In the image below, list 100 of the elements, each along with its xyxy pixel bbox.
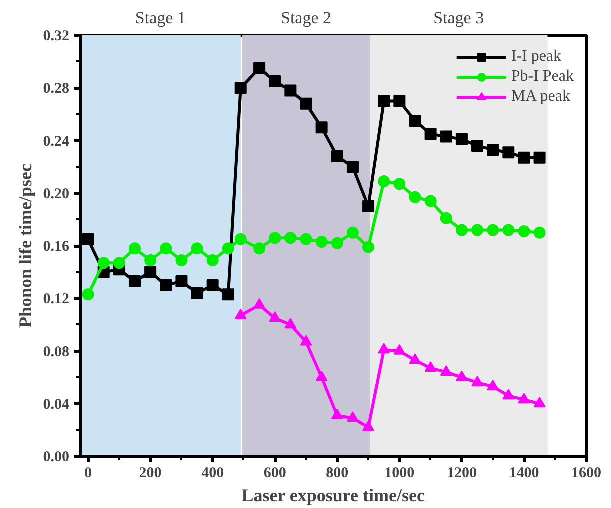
point bbox=[424, 195, 437, 208]
x-tick-label: 200 bbox=[139, 466, 162, 482]
legend-label: MA peak bbox=[511, 88, 570, 106]
x-tick-label: 1600 bbox=[572, 466, 602, 482]
point bbox=[269, 76, 282, 88]
point bbox=[346, 161, 359, 174]
point bbox=[128, 242, 141, 255]
point bbox=[144, 254, 157, 266]
point bbox=[300, 233, 312, 246]
point bbox=[487, 224, 500, 236]
point bbox=[378, 176, 390, 188]
x-tick-label: 600 bbox=[264, 466, 286, 482]
point bbox=[456, 370, 468, 382]
point bbox=[284, 232, 297, 244]
point bbox=[502, 146, 515, 159]
band-label: Stage 3 bbox=[434, 8, 484, 28]
point bbox=[362, 420, 375, 432]
point bbox=[206, 254, 219, 266]
band-label: Stage 1 bbox=[135, 8, 186, 28]
point bbox=[394, 95, 406, 108]
point bbox=[331, 150, 344, 163]
legend-label: I-I peak bbox=[511, 48, 562, 66]
point bbox=[502, 389, 515, 400]
point bbox=[346, 226, 359, 239]
y-tick-label: 0.12 bbox=[43, 292, 70, 308]
point bbox=[176, 276, 188, 288]
x-tick-label: 1200 bbox=[446, 466, 477, 482]
point bbox=[191, 287, 204, 300]
point bbox=[176, 254, 188, 266]
point bbox=[331, 408, 344, 420]
point bbox=[98, 257, 110, 270]
x-tick-label: 800 bbox=[326, 466, 349, 482]
point bbox=[144, 266, 157, 278]
point bbox=[113, 257, 126, 270]
y-tick-label: 0.16 bbox=[43, 239, 70, 255]
point bbox=[378, 95, 390, 108]
y-tick-label: 0.20 bbox=[43, 186, 70, 202]
point bbox=[206, 279, 219, 292]
point bbox=[440, 365, 452, 376]
point bbox=[440, 212, 452, 224]
point bbox=[518, 152, 530, 164]
point bbox=[487, 144, 500, 156]
point bbox=[534, 152, 546, 164]
y-tick-label: 0.32 bbox=[43, 28, 70, 44]
point bbox=[346, 411, 359, 422]
point bbox=[269, 232, 282, 244]
point bbox=[518, 393, 530, 404]
point bbox=[160, 279, 172, 292]
point bbox=[409, 354, 422, 364]
point bbox=[128, 276, 141, 288]
y-tick-label: 0.04 bbox=[43, 396, 70, 413]
point bbox=[409, 191, 422, 204]
point bbox=[456, 133, 468, 146]
y-tick-label: 0.08 bbox=[43, 344, 70, 360]
y-tick-label: 0.28 bbox=[43, 81, 70, 98]
point bbox=[472, 376, 484, 386]
x-tick-label: 1400 bbox=[509, 466, 540, 482]
point bbox=[424, 128, 437, 140]
point bbox=[378, 343, 390, 354]
point bbox=[284, 84, 297, 97]
point bbox=[222, 288, 234, 301]
point bbox=[254, 298, 266, 309]
point bbox=[362, 200, 375, 213]
point bbox=[518, 226, 530, 238]
x-tick-label: 0 bbox=[84, 466, 92, 482]
x-axis-title: Laser exposure time/sec bbox=[242, 486, 425, 506]
point bbox=[316, 370, 328, 382]
point bbox=[394, 178, 406, 190]
point bbox=[394, 344, 406, 355]
point bbox=[300, 98, 312, 110]
point bbox=[440, 130, 452, 143]
y-tick-label: 0.00 bbox=[43, 450, 70, 466]
point bbox=[472, 224, 484, 236]
point bbox=[191, 242, 204, 255]
point bbox=[316, 122, 328, 134]
point bbox=[534, 226, 546, 239]
point bbox=[409, 115, 422, 128]
point bbox=[487, 380, 500, 390]
point bbox=[331, 237, 344, 250]
point bbox=[82, 288, 94, 301]
point bbox=[472, 140, 484, 152]
x-tick-label: 1000 bbox=[384, 466, 415, 482]
band-label: Stage 2 bbox=[280, 8, 332, 28]
point bbox=[234, 233, 247, 246]
point bbox=[254, 62, 266, 74]
point bbox=[284, 318, 297, 329]
point bbox=[82, 233, 94, 246]
point bbox=[234, 308, 247, 320]
point bbox=[534, 397, 546, 408]
point bbox=[222, 242, 234, 255]
point bbox=[456, 224, 468, 236]
point bbox=[160, 242, 172, 255]
point bbox=[300, 335, 312, 346]
point bbox=[269, 312, 282, 322]
point bbox=[316, 236, 328, 248]
point bbox=[502, 224, 515, 236]
legend-label: Pb-I Peak bbox=[511, 68, 574, 86]
point bbox=[424, 362, 437, 372]
point bbox=[362, 241, 375, 254]
y-tick-label: 0.24 bbox=[43, 134, 70, 150]
